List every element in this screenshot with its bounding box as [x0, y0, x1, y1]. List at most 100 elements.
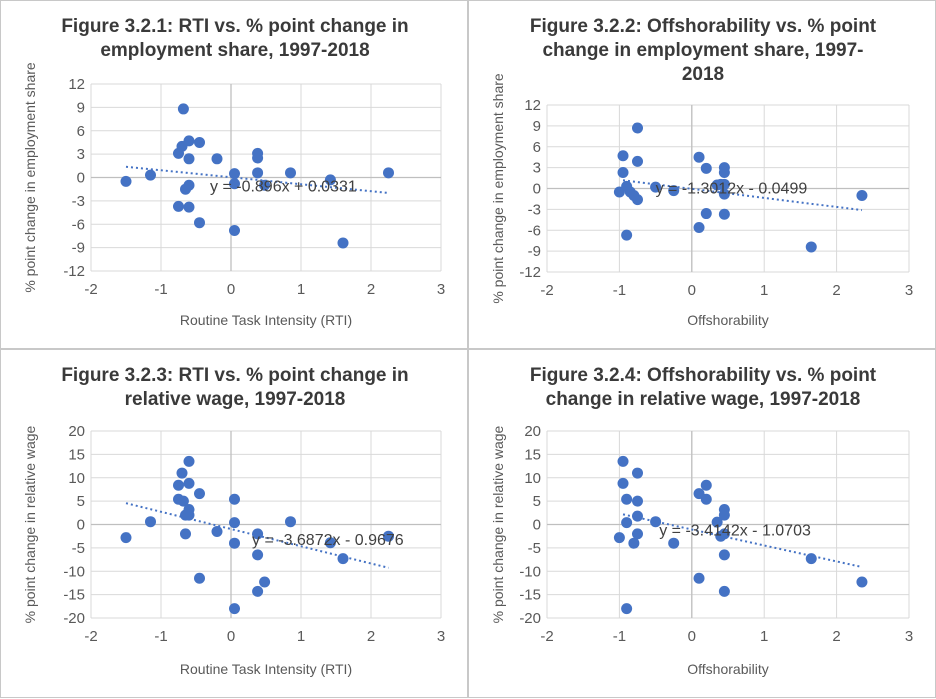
data-point	[650, 181, 662, 193]
y-tick-label: 15	[524, 446, 541, 463]
data-point	[194, 488, 205, 500]
chart-3-2-3: Figure 3.2.3: RTI vs. % point change in r…	[22, 365, 445, 677]
data-point	[718, 178, 730, 190]
data-point	[194, 217, 205, 229]
data-point	[668, 537, 680, 549]
chart-3-2-2: Figure 3.2.2: Offshorability vs. % point…	[490, 16, 913, 328]
data-point	[252, 549, 264, 561]
x-tick-label: 0	[227, 628, 235, 645]
data-point	[617, 166, 629, 178]
y-axis-label: % point change in relative wage	[490, 425, 506, 623]
data-point	[700, 479, 712, 491]
data-point	[252, 167, 264, 179]
y-tick-label: 9	[77, 99, 85, 116]
data-point	[120, 532, 132, 544]
data-point	[693, 572, 705, 584]
chart-title-line: employment share, 1997-2018	[100, 40, 369, 61]
data-point	[183, 179, 195, 191]
trendline	[125, 165, 389, 194]
data-point	[183, 201, 195, 213]
data-point	[183, 455, 195, 467]
x-axis-label: Offshorability	[687, 312, 768, 328]
x-tick-label: 1	[297, 628, 305, 645]
data-point	[252, 152, 264, 164]
data-point	[259, 179, 271, 191]
chart-panel-3-2-3: Figure 3.2.3: RTI vs. % point change in r…	[0, 349, 468, 698]
y-tick-label: -5	[72, 540, 85, 557]
data-point	[711, 516, 723, 528]
y-tick-label: 0	[533, 181, 541, 198]
x-tick-label: 2	[832, 628, 840, 645]
x-tick-label: 3	[905, 628, 913, 645]
y-tick-label: -6	[72, 216, 85, 233]
data-point	[180, 528, 191, 540]
trendline-equation: y = -3.6872x - 0.9676	[252, 532, 404, 549]
y-tick-label: 10	[524, 470, 541, 487]
chart-title-line: Figure 3.2.2: Offshorability vs. % point	[530, 16, 877, 37]
y-tick-label: 5	[533, 493, 541, 510]
data-point	[632, 510, 643, 522]
y-tick-label: 15	[68, 446, 85, 463]
data-point	[173, 479, 184, 491]
data-point	[229, 168, 240, 180]
data-point	[617, 150, 629, 162]
data-point	[668, 185, 680, 197]
x-tick-label: 2	[367, 281, 375, 298]
x-tick-label: -2	[84, 628, 97, 645]
chart-panel-3-2-1: Figure 3.2.1: RTI vs. % point change in e…	[0, 0, 468, 349]
chart-3-2-4: Figure 3.2.4: Offshorability vs. % point…	[490, 365, 913, 677]
data-point	[621, 517, 633, 529]
y-tick-label: -10	[63, 563, 85, 580]
data-point	[285, 167, 296, 179]
data-point	[183, 135, 195, 147]
x-tick-label: -2	[540, 282, 553, 299]
data-point	[337, 553, 349, 565]
data-point	[229, 537, 240, 549]
trendline	[622, 179, 863, 212]
x-tick-label: -2	[540, 628, 553, 645]
data-point	[383, 167, 394, 179]
x-tick-label: 2	[832, 282, 840, 299]
x-tick-label: -1	[154, 281, 167, 298]
y-tick-label: 6	[533, 139, 541, 156]
data-point	[718, 585, 730, 597]
y-tick-label: 3	[533, 160, 541, 177]
data-point	[621, 603, 633, 615]
y-tick-label: -12	[519, 264, 541, 281]
x-tick-label: 0	[227, 281, 235, 298]
x-tick-label: 0	[688, 282, 696, 299]
chart-3-2-1: Figure 3.2.1: RTI vs. % point change in e…	[22, 16, 445, 328]
data-point	[632, 194, 643, 206]
data-point	[324, 174, 336, 186]
x-tick-label: 1	[297, 281, 305, 298]
y-tick-label: 6	[77, 123, 85, 140]
data-point	[145, 516, 156, 528]
y-tick-label: 10	[68, 470, 85, 487]
data-point	[183, 509, 195, 521]
data-point	[252, 528, 264, 540]
data-point	[229, 517, 240, 529]
data-point	[176, 467, 188, 479]
data-point	[617, 455, 629, 467]
data-point	[211, 153, 223, 165]
chart-panel-3-2-2: Figure 3.2.2: Offshorability vs. % point…	[468, 0, 936, 349]
data-point	[211, 526, 223, 538]
data-point	[632, 155, 643, 167]
data-point	[632, 122, 643, 134]
y-tick-label: -5	[528, 540, 541, 557]
chart-title-line: Figure 3.2.4: Offshorability vs. % point	[530, 365, 877, 386]
data-point	[229, 493, 240, 505]
y-tick-label: -10	[519, 563, 541, 580]
data-point	[632, 467, 643, 479]
chart-title-line: 2018	[682, 64, 724, 85]
y-tick-label: 12	[68, 76, 85, 93]
data-point	[183, 153, 195, 165]
data-point	[617, 477, 629, 489]
x-axis-label: Offshorability	[687, 661, 768, 677]
data-point	[621, 493, 633, 505]
trendline-equation: y = -3.4142x - 1.0703	[659, 522, 811, 539]
data-point	[621, 229, 633, 241]
data-point	[718, 208, 730, 220]
data-point	[718, 528, 730, 540]
y-axis-label: % point change in relative wage	[22, 425, 38, 623]
